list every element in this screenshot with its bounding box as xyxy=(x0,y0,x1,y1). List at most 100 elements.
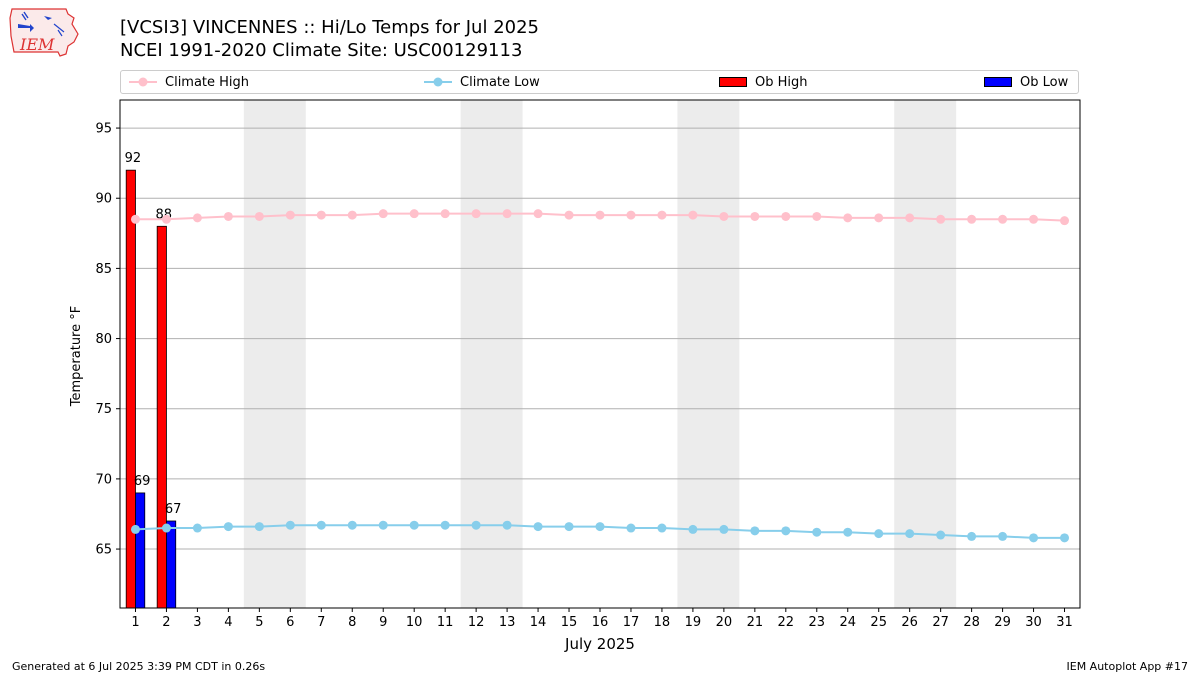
climate-low-point xyxy=(347,520,357,530)
weekend-band xyxy=(894,100,957,608)
climate-high-point xyxy=(750,211,760,221)
climate-high-point xyxy=(440,209,450,219)
climate-high-point xyxy=(502,209,512,219)
climate-low-point xyxy=(502,520,512,530)
x-tick-label: 4 xyxy=(224,615,232,630)
climate-high-point xyxy=(874,213,884,223)
y-tick-label: 95 xyxy=(95,122,112,137)
x-tick-label: 28 xyxy=(963,615,980,630)
x-tick-label: 3 xyxy=(193,615,201,630)
climate-high-point xyxy=(688,210,698,220)
x-tick-label: 16 xyxy=(592,615,609,630)
climate-high-point xyxy=(626,210,636,220)
ob-high-bar xyxy=(156,225,167,609)
x-tick-label: 1 xyxy=(131,615,139,630)
ob-low-bar xyxy=(166,520,177,609)
climate-low-point xyxy=(161,523,171,533)
climate-low-point xyxy=(595,522,605,532)
climate-high-point xyxy=(1060,216,1070,226)
chart-subtitle: NCEI 1991-2020 Climate Site: USC00129113 xyxy=(120,40,523,61)
climate-high-point xyxy=(347,210,357,220)
legend-item-ob-low: Ob Low xyxy=(984,71,1068,93)
x-tick-label: 31 xyxy=(1056,615,1073,630)
weekend-band xyxy=(243,100,306,608)
ob-low-bar-label: 69 xyxy=(134,474,151,489)
x-tick-label: 5 xyxy=(255,615,263,630)
climate-high-point xyxy=(285,210,295,220)
y-tick-label: 75 xyxy=(95,402,112,417)
x-tick-label: 19 xyxy=(685,615,702,630)
climate-low-point xyxy=(471,520,481,530)
legend-item-climate-low: Climate Low xyxy=(424,71,540,93)
climate-high-point xyxy=(657,210,667,220)
climate-low-point xyxy=(192,523,202,533)
climate-high-point xyxy=(843,213,853,223)
climate-high-point xyxy=(161,214,171,224)
climate-high-point xyxy=(812,211,822,221)
climate-high-point xyxy=(223,211,233,221)
iem-logo: IEM xyxy=(9,8,79,57)
legend-swatch-icon xyxy=(719,77,747,87)
climate-low-point xyxy=(223,522,233,532)
x-tick-label: 17 xyxy=(623,615,640,630)
climate-high-point xyxy=(564,210,574,220)
x-axis-label: July 2025 xyxy=(564,635,635,653)
y-axis-label: Temperature °F xyxy=(69,306,84,407)
footer-generated: Generated at 6 Jul 2025 3:39 PM CDT in 0… xyxy=(12,660,266,673)
x-tick-label: 10 xyxy=(406,615,423,630)
climate-low-point xyxy=(378,520,388,530)
climate-high-point xyxy=(378,209,388,219)
climate-low-point xyxy=(254,522,264,532)
x-tick-label: 18 xyxy=(654,615,671,630)
legend-item-climate-high: Climate High xyxy=(129,71,249,93)
chart-title: [VCSI3] VINCENNES :: Hi/Lo Temps for Jul… xyxy=(120,17,540,38)
climate-low-point xyxy=(781,526,791,536)
climate-low-point xyxy=(874,529,884,539)
x-tick-label: 7 xyxy=(317,615,325,630)
climate-low-point xyxy=(564,522,574,532)
climate-high-point xyxy=(1029,214,1039,224)
climate-high-point xyxy=(409,209,419,219)
climate-low-point xyxy=(1060,533,1070,543)
x-tick-label: 22 xyxy=(778,615,795,630)
climate-low-point xyxy=(812,527,822,537)
x-tick-label: 21 xyxy=(747,615,764,630)
climate-low-point xyxy=(1029,533,1039,543)
x-tick-label: 8 xyxy=(348,615,356,630)
climate-low-point xyxy=(316,520,326,530)
weekend-band xyxy=(460,100,523,608)
climate-high-point xyxy=(719,211,729,221)
legend-swatch-icon xyxy=(984,77,1012,87)
y-tick-label: 65 xyxy=(95,543,112,558)
ob-low-bar-label: 67 xyxy=(165,502,182,517)
climate-low-point xyxy=(626,523,636,533)
climate-high-point xyxy=(998,214,1008,224)
x-tick-label: 20 xyxy=(716,615,733,630)
plot-frame xyxy=(119,99,1081,609)
legend: Climate High Climate Low Ob High Ob Low xyxy=(120,70,1079,94)
x-tick-label: 2 xyxy=(162,615,170,630)
weekend-band xyxy=(677,100,740,608)
climate-high-point xyxy=(316,210,326,220)
climate-low-point xyxy=(719,524,729,534)
legend-label: Ob High xyxy=(755,74,808,90)
climate-high-point xyxy=(130,214,140,224)
climate-low-point xyxy=(750,526,760,536)
climate-low-point xyxy=(905,529,915,539)
ob-low-bar xyxy=(135,492,146,609)
climate-low-point xyxy=(440,520,450,530)
legend-line-marker-icon xyxy=(424,77,452,87)
logo-text: IEM xyxy=(19,35,55,54)
legend-label: Ob Low xyxy=(1020,74,1069,90)
y-tick-label: 90 xyxy=(95,192,112,207)
x-tick-label: 27 xyxy=(932,615,949,630)
climate-low-point xyxy=(409,520,419,530)
climate-high-point xyxy=(936,214,946,224)
y-tick-label: 80 xyxy=(95,332,112,347)
climate-high-point xyxy=(254,211,264,221)
ob-high-bar xyxy=(125,169,136,609)
x-tick-label: 14 xyxy=(530,615,547,630)
climate-low-point xyxy=(967,531,977,541)
climate-low-point xyxy=(533,522,543,532)
